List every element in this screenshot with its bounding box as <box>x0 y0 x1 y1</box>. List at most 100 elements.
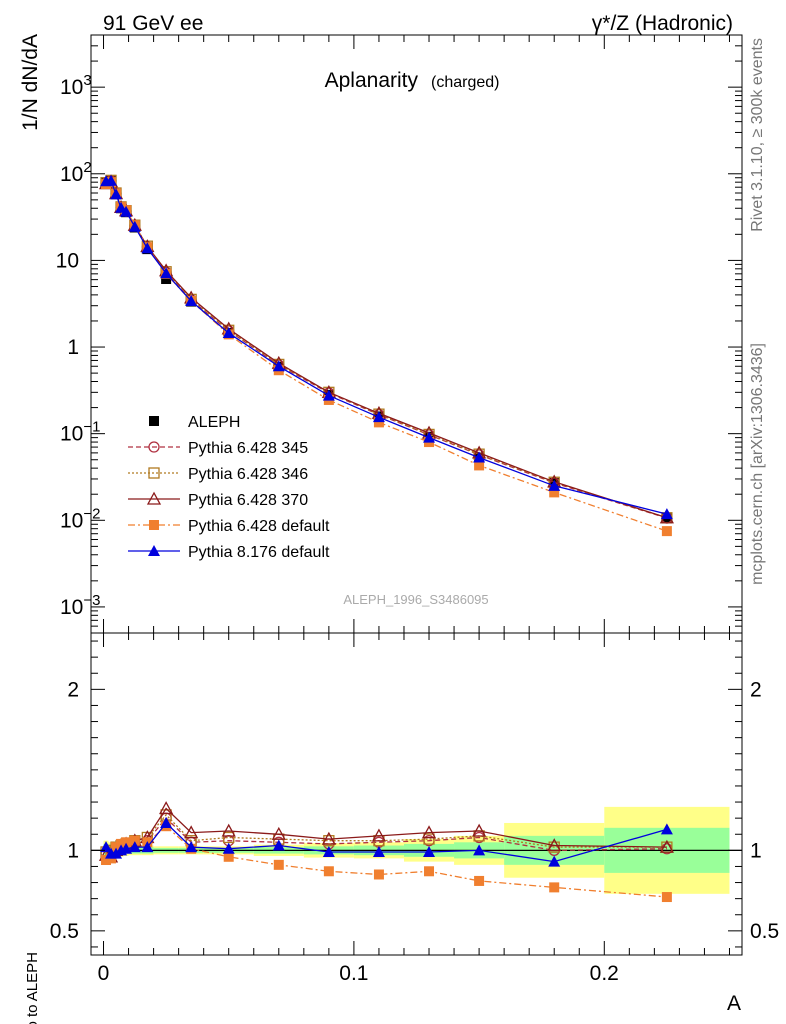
ratio-point <box>222 842 235 854</box>
legend-label: Pythia 6.428 370 <box>188 492 308 509</box>
series-pythia-6-428-345 <box>100 175 673 524</box>
ratio-point <box>322 845 335 857</box>
legend-marker <box>148 467 160 479</box>
ratio-series-pythia-8-176-default <box>100 816 673 867</box>
ratio-point <box>373 869 384 880</box>
ratio-y-tick-label: 2 <box>67 678 79 701</box>
data-point <box>120 205 133 217</box>
data-point <box>222 327 235 339</box>
header-left: 91 GeV ee <box>103 12 203 35</box>
y-tick-label: 1 <box>67 336 79 359</box>
data-point <box>660 508 673 520</box>
data-point <box>185 294 198 306</box>
legend-label: Pythia 6.428 default <box>188 518 330 535</box>
data-point <box>474 460 485 471</box>
x-tick-label: 0 <box>98 962 110 985</box>
ratio-point <box>372 845 385 857</box>
x-tick-label: 0.1 <box>339 962 368 985</box>
data-point <box>473 451 486 463</box>
legend-marker <box>149 416 159 426</box>
ratio-point <box>660 823 673 835</box>
ratio-point <box>100 841 113 853</box>
data-point <box>160 267 173 279</box>
ratio-point <box>185 841 198 853</box>
ratio-point <box>141 841 154 853</box>
data-point <box>105 174 118 186</box>
ratio-point <box>548 855 561 867</box>
series-pythia-6-428-346 <box>100 174 673 524</box>
ratio-point <box>110 847 123 859</box>
ratio-y-tick-label-right: 0.5 <box>750 920 779 943</box>
main-series-layer <box>98 174 674 537</box>
ratio-point <box>159 801 174 815</box>
ratio-y-tick-label-right: 2 <box>750 678 762 701</box>
y-tick-label: 10 <box>56 249 79 272</box>
ratio-y-tick-label-right: 1 <box>750 839 762 862</box>
ratio-point <box>271 826 286 840</box>
ratio-point <box>184 825 199 839</box>
x-tick-label: 0.2 <box>590 962 619 985</box>
legend-label: ALEPH <box>188 414 240 431</box>
ratio-point <box>423 845 436 857</box>
data-point <box>549 487 560 498</box>
ratio-series-layer <box>98 801 674 903</box>
data-point <box>110 188 123 200</box>
ratio-point <box>423 833 435 845</box>
legend-label: Pythia 6.428 346 <box>188 466 308 483</box>
ratio-point <box>659 839 674 853</box>
ratio-line <box>105 813 667 853</box>
ratio-point <box>111 842 122 853</box>
ratio-point <box>371 828 387 842</box>
ratio-point <box>121 837 132 848</box>
ratio-point <box>160 816 173 828</box>
x-axis-label: A <box>727 992 741 1015</box>
data-point <box>141 242 154 254</box>
ratio-y-tick-label: 0.5 <box>50 920 79 943</box>
plot-title-suffix: (charged) <box>431 74 499 91</box>
legend: ALEPH Pythia 6.428 345 Pythia 6.428 346 Pyt… <box>128 414 330 561</box>
header-right: γ*/Z (Hadronic) <box>592 12 733 35</box>
ratio-point <box>323 866 334 877</box>
ratio-axis-ticks: 0.5 0.5 1 1 2 2 0 0.1 0.2 <box>50 633 779 985</box>
legend-marker <box>148 441 160 453</box>
ratio-point <box>473 844 486 856</box>
ratio-point <box>661 892 672 903</box>
analysis-watermark: ALEPH_1996_S3486095 <box>343 592 488 607</box>
ratio-point <box>223 851 234 862</box>
ratio-point <box>272 839 285 851</box>
legend-marker <box>146 491 162 505</box>
ratio-point <box>424 866 435 877</box>
legend-marker <box>149 520 159 530</box>
legend-label: Pythia 8.176 default <box>188 544 330 561</box>
ratio-point <box>421 825 437 839</box>
ratio-point <box>221 823 236 837</box>
legend-label: Pythia 6.428 345 <box>188 440 308 457</box>
ratio-point <box>120 842 133 854</box>
series-pythia-8-176-default <box>100 174 673 520</box>
ratio-point <box>474 875 485 886</box>
series-pythia-6-428-default <box>101 177 672 537</box>
ratio-point <box>129 835 140 846</box>
ratio-point <box>547 838 562 852</box>
y-tick-label: 102 <box>60 159 92 186</box>
y-tick-label: 10−1 <box>60 419 100 446</box>
series-pythia-6-428-370 <box>98 174 674 524</box>
y-tick-label: 103 <box>60 72 92 99</box>
mcplots-label: mcplots.cern.ch [arXiv:1306.3436] <box>749 343 766 585</box>
data-point <box>161 274 172 285</box>
series-aleph <box>101 175 672 524</box>
data-point <box>128 220 141 232</box>
ratio-point <box>472 823 487 837</box>
ratio-point <box>223 831 235 844</box>
data-point <box>548 479 561 491</box>
ratio-point <box>128 841 141 853</box>
series-line <box>105 180 668 515</box>
data-point <box>423 431 436 443</box>
data-point <box>272 360 285 372</box>
y-axis-label: 1/N dN/dA <box>19 34 42 131</box>
ratio-point <box>273 859 284 870</box>
data-point <box>322 389 335 401</box>
ratio-y-tick-label: 1 <box>67 839 79 862</box>
